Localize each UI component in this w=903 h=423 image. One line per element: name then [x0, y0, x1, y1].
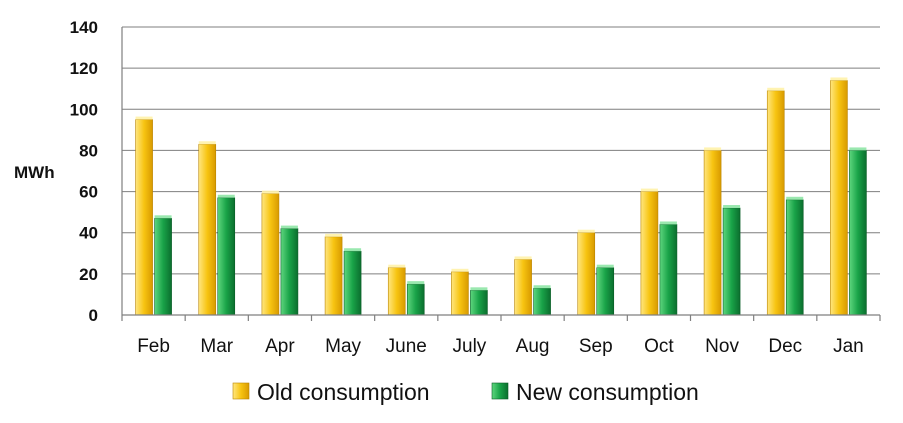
x-tick-labels: Feb Mar Apr May June July Aug Sep Oct Nov Dec Jan [137, 336, 864, 357]
x-tick-label: Oct [644, 336, 674, 357]
x-tick-label: Feb [137, 336, 170, 357]
axes [121, 27, 881, 321]
bar-new-Apr [280, 225, 299, 316]
y-axis-label: MWh [14, 163, 55, 182]
bar-new-Nov [722, 205, 741, 316]
gridlines [122, 26, 880, 275]
bar-old-June [387, 264, 406, 316]
bar-old-Sep [577, 229, 596, 316]
y-tick-labels: 0 20 40 60 80 100 120 140 [70, 18, 98, 325]
legend-label: New consumption [516, 379, 699, 405]
bar-new-Oct [659, 221, 678, 316]
x-tick-label: Aug [516, 336, 550, 357]
legend-swatch [491, 382, 509, 400]
y-tick-label: 80 [79, 141, 98, 160]
x-tick-label: Mar [200, 336, 233, 357]
bar-old-Apr [261, 190, 280, 316]
legend-swatch [232, 382, 250, 400]
bar-old-Dec [766, 87, 785, 316]
bar-new-July [470, 287, 488, 316]
bar-old-Jan [830, 77, 848, 316]
y-tick-label: 0 [89, 306, 98, 325]
y-tick-label: 40 [79, 224, 98, 243]
bar-old-Mar [198, 141, 217, 316]
bar-new-Aug [533, 285, 551, 316]
bar-old-Feb [135, 116, 153, 316]
x-tick-label: Dec [768, 336, 802, 357]
x-tick-label: Nov [705, 336, 739, 357]
bar-new-Mar [217, 194, 236, 316]
y-tick-label: 60 [79, 183, 98, 202]
bar-new-Jan [849, 147, 867, 316]
y-tick-label: 100 [70, 100, 98, 119]
x-tick-label: Sep [579, 336, 613, 357]
legend-label: Old consumption [257, 379, 430, 405]
legend-item-new: New consumption [491, 379, 699, 405]
x-tick-label: Jan [833, 336, 864, 357]
bar-old-Nov [703, 147, 722, 316]
bar-old-Oct [640, 188, 659, 316]
legend: Old consumption New consumption [232, 379, 699, 405]
bar-new-Dec [785, 196, 804, 316]
bars [135, 77, 867, 316]
bar-new-June [406, 281, 425, 316]
legend-item-old: Old consumption [232, 379, 430, 405]
bar-old-July [451, 268, 469, 316]
x-tick-label: June [386, 336, 427, 357]
bar-old-May [324, 233, 343, 316]
bar-new-Sep [596, 264, 615, 316]
y-tick-label: 20 [79, 265, 98, 284]
y-tick-label: 120 [70, 59, 98, 78]
x-tick-label: May [325, 336, 361, 357]
y-tick-label: 140 [70, 18, 98, 37]
bar-old-Aug [514, 256, 532, 316]
bar-new-Feb [154, 215, 172, 316]
x-tick-label: Apr [265, 336, 295, 357]
x-tick-label: July [453, 336, 487, 357]
bar-new-May [343, 248, 362, 316]
